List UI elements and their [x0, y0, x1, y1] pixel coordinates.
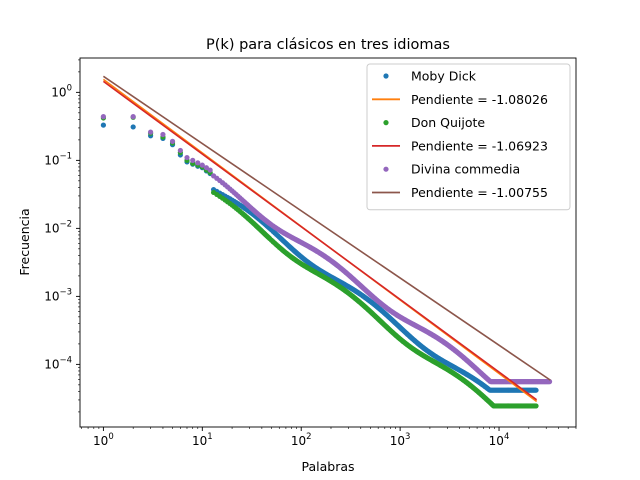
data-point	[533, 403, 539, 409]
data-point	[207, 167, 213, 173]
legend-entry: Divina commedia	[383, 162, 520, 177]
legend-marker	[383, 73, 389, 79]
y-axis-label: Frecuencia	[17, 208, 32, 275]
chart-title: P(k) para clásicos en tres idiomas	[206, 37, 450, 53]
x-tick-label: 101	[192, 432, 213, 448]
legend-entry: Don Quijote	[383, 115, 485, 130]
legend-label: Don Quijote	[411, 115, 485, 130]
data-point	[100, 114, 106, 120]
legend-entry: Pendiente = -1.06923	[372, 138, 548, 153]
legend-marker	[383, 166, 389, 172]
data-point	[199, 162, 205, 168]
legend-label: Pendiente = -1.00755	[411, 185, 548, 200]
legend-label: Pendiente = -1.06923	[411, 138, 548, 153]
x-tick-label: 102	[291, 432, 312, 448]
legend-label: Divina commedia	[411, 162, 520, 177]
y-tick-label: 10−3	[44, 287, 72, 303]
y-tick-label: 10−1	[44, 151, 72, 167]
x-axis-label: Palabras	[301, 459, 354, 474]
series-divina-commedia	[100, 114, 553, 385]
data-point	[130, 124, 136, 130]
legend-entry: Moby Dick	[383, 69, 477, 84]
legend: Moby Dick Pendiente = -1.08026 Don Quijote…	[366, 63, 571, 211]
data-point	[147, 129, 154, 135]
y-tick-label: 100	[51, 83, 72, 99]
data-point	[169, 138, 176, 144]
x-tick-label: 104	[489, 432, 510, 448]
fit-line	[102, 75, 551, 381]
data-point	[533, 387, 539, 393]
legend-entry: Pendiente = -1.08026	[372, 92, 548, 107]
data-point	[203, 165, 209, 171]
data-point	[190, 157, 196, 163]
x-tick-label: 100	[93, 432, 114, 448]
y-tick-label: 10−4	[44, 355, 72, 371]
y-tick-label: 10−2	[44, 219, 72, 235]
data-point	[184, 154, 190, 161]
legend-marker	[383, 120, 389, 126]
legend-label: Moby Dick	[411, 69, 477, 84]
data-point	[100, 122, 106, 128]
x-tick-label: 103	[390, 432, 411, 448]
data-point	[177, 147, 183, 154]
legend-entry: Pendiente = -1.00755	[372, 185, 548, 200]
data-point	[160, 131, 166, 138]
plot-frame	[79, 57, 577, 428]
data-point	[195, 160, 201, 166]
legend-box	[366, 63, 571, 211]
fit-line	[102, 80, 538, 401]
legend-label: Pendiente = -1.08026	[411, 92, 548, 107]
axis-ticks: 100 101 102 103 104 10−4 10−3 10−2 10−1 100	[44, 59, 577, 448]
data-point	[130, 114, 136, 120]
plot-marks	[100, 75, 553, 409]
data-point	[546, 379, 553, 385]
